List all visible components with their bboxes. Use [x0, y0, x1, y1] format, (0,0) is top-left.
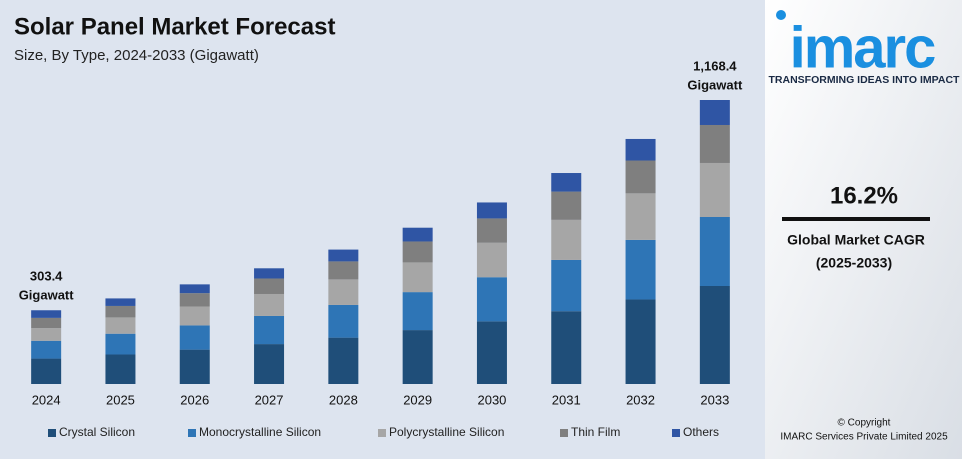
- legend-label: Thin Film: [571, 425, 620, 439]
- bar-segment: [699, 285, 730, 384]
- bar-segment: [328, 261, 359, 280]
- tagline: TRANSFORMING IDEAS INTO IMPACT: [769, 74, 961, 86]
- bar-segment: [328, 279, 359, 305]
- legend-label: Polycrystalline Silicon: [389, 425, 504, 439]
- x-tick-label: 2033: [700, 392, 729, 407]
- bar-segment: [625, 299, 656, 384]
- legend-swatch: [672, 429, 680, 437]
- legend-label: Crystal Silicon: [59, 425, 135, 439]
- bar-segment: [328, 249, 359, 262]
- bar-segment: [105, 317, 136, 334]
- copyright: © Copyright: [838, 418, 891, 429]
- legend-swatch: [560, 429, 568, 437]
- cagr-period: (2025-2033): [816, 255, 892, 271]
- bar-segment: [105, 333, 136, 355]
- bar-segment: [551, 219, 582, 260]
- company: IMARC Services Private Limited 2025: [780, 432, 948, 443]
- side-panel: [765, 0, 962, 459]
- logo: imarc: [790, 15, 936, 80]
- bar-segment: [179, 325, 210, 350]
- bar-segment: [625, 160, 656, 194]
- bar-segment: [476, 242, 507, 278]
- bar-segment: [105, 305, 136, 318]
- bar-segment: [179, 349, 210, 384]
- bar-segment: [476, 218, 507, 243]
- bar-segment: [699, 124, 730, 163]
- bar-segment: [551, 173, 582, 192]
- legend-swatch: [48, 429, 56, 437]
- x-tick-label: 2032: [626, 392, 655, 407]
- x-tick-label: 2026: [180, 392, 209, 407]
- bar-segment: [402, 241, 433, 263]
- chart-subtitle: Size, By Type, 2024-2033 (Gigawatt): [14, 47, 259, 64]
- bar-segment: [179, 284, 210, 294]
- bar-segment: [105, 354, 136, 384]
- bar-segment: [551, 191, 582, 220]
- bar-segment: [179, 293, 210, 307]
- bar-segment: [402, 262, 433, 293]
- x-tick-label: 2024: [32, 392, 61, 407]
- bar-segment: [699, 216, 730, 286]
- bar-segment: [31, 328, 62, 341]
- legend-label: Others: [683, 425, 719, 439]
- bar-segment: [699, 162, 730, 217]
- bar-segment: [551, 311, 582, 384]
- bar-segment: [625, 239, 656, 300]
- x-tick-label: 2027: [255, 392, 284, 407]
- x-tick-label: 2029: [403, 392, 432, 407]
- chart-title: Solar Panel Market Forecast: [14, 13, 335, 40]
- annotation-value: 303.4: [30, 269, 63, 284]
- bar-segment: [254, 278, 285, 294]
- bar-segment: [476, 321, 507, 384]
- bar-segment: [328, 337, 359, 384]
- bar-segment: [476, 277, 507, 322]
- x-tick-label: 2025: [106, 392, 135, 407]
- bar-segment: [254, 268, 285, 279]
- bar-segment: [31, 358, 62, 384]
- annotation-value: 1,168.4: [693, 58, 737, 73]
- bar-segment: [254, 344, 285, 384]
- annotation-unit: Gigawatt: [687, 77, 743, 92]
- bar-segment: [699, 100, 730, 125]
- logo-dot: [776, 10, 786, 20]
- x-tick-label: 2030: [477, 392, 506, 407]
- legend-swatch: [188, 429, 196, 437]
- bar-segment: [551, 259, 582, 312]
- bar-segment: [402, 330, 433, 384]
- cagr-value: 16.2%: [830, 182, 898, 209]
- bar-segment: [179, 306, 210, 326]
- bar-segment: [254, 315, 285, 345]
- x-tick-label: 2031: [552, 392, 581, 407]
- legend-swatch: [378, 429, 386, 437]
- legend-label: Monocrystalline Silicon: [199, 425, 321, 439]
- bar-segment: [402, 292, 433, 331]
- bar-segment: [625, 193, 656, 240]
- cagr-title: Global Market CAGR: [787, 232, 925, 248]
- bar-segment: [31, 310, 62, 318]
- bar-segment: [254, 293, 285, 316]
- bar-segment: [31, 317, 62, 329]
- bar-segment: [625, 138, 656, 161]
- bar-segment: [31, 340, 62, 359]
- divider: [782, 217, 930, 221]
- bar-segment: [402, 227, 433, 242]
- bar-segment: [476, 202, 507, 219]
- annotation-unit: Gigawatt: [19, 288, 75, 303]
- bar-segment: [328, 304, 359, 338]
- bar-segment: [105, 298, 136, 306]
- x-tick-label: 2028: [329, 392, 358, 407]
